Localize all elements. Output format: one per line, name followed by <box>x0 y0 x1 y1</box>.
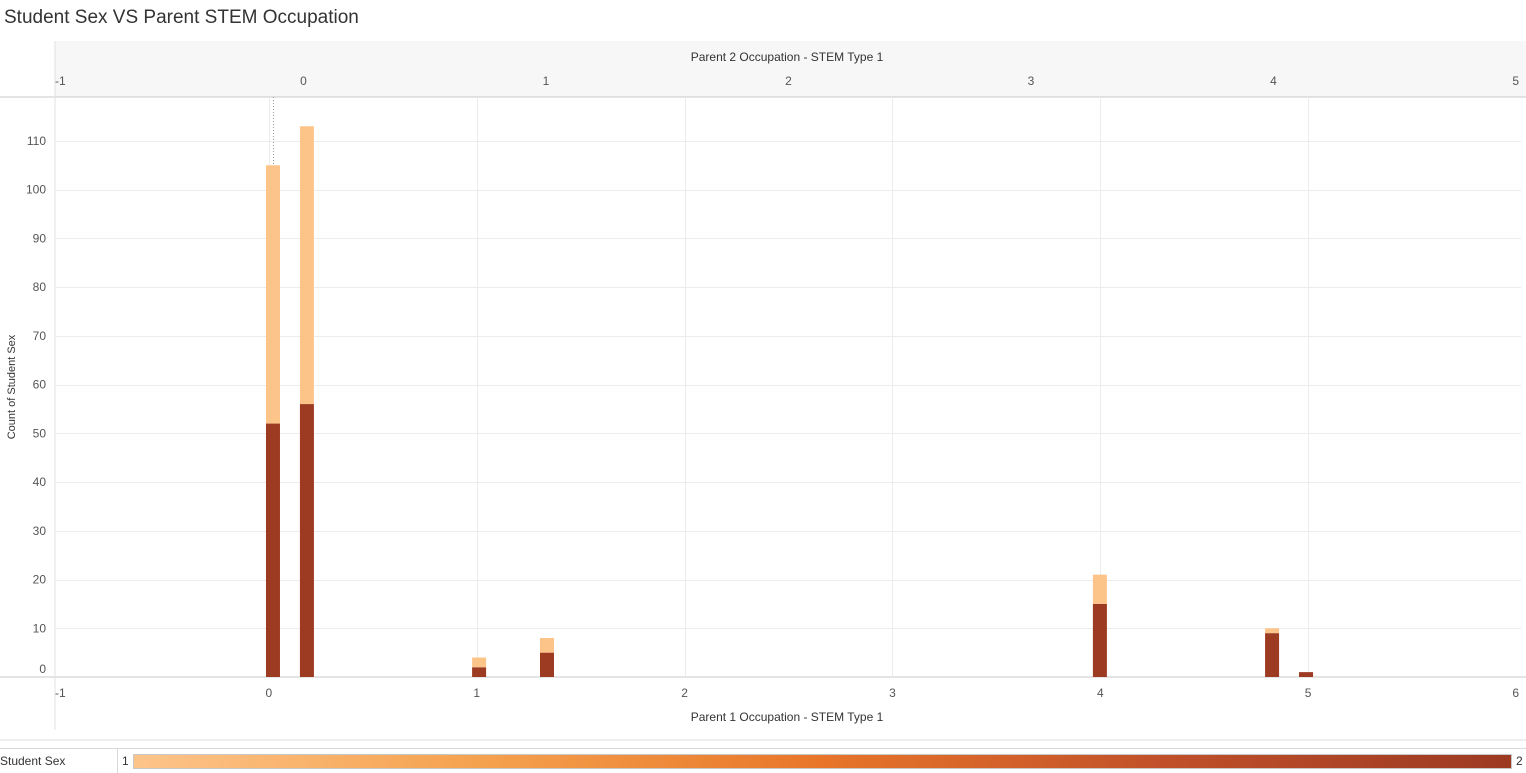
bottom-x-tick-label: 5 <box>1305 686 1312 700</box>
top-axis-band <box>55 41 1526 97</box>
y-tick-label: 80 <box>33 280 47 294</box>
y-tick-label: 60 <box>33 378 47 392</box>
bar-segment-sex-1 <box>472 657 487 668</box>
chart-title: Student Sex VS Parent STEM Occupation <box>4 7 359 28</box>
bar-segment-sex-1 <box>299 126 314 405</box>
bottom-x-tick-label: 0 <box>266 686 273 700</box>
legend-max-label: 2 <box>1516 754 1523 768</box>
bar-segment-sex-2 <box>1265 633 1280 677</box>
y-tick-label: 20 <box>33 573 47 587</box>
bar-segment-sex-1 <box>540 638 554 653</box>
y-axis-label: Count of Student Sex <box>6 334 18 439</box>
legend-label: Student Sex <box>0 754 66 768</box>
y-tick-label: 50 <box>33 426 47 440</box>
y-tick-label: 70 <box>33 329 47 343</box>
bar-segment-sex-2 <box>265 423 280 677</box>
bottom-x-tick-label: 4 <box>1097 686 1104 700</box>
top-x-tick-label: -1 <box>55 74 66 88</box>
legend-gradient-bar <box>133 754 1512 769</box>
top-x-tick-label: 5 <box>1512 74 1519 88</box>
bottom-x-tick-label: 2 <box>681 686 688 700</box>
bar-segment-sex-2 <box>472 667 487 677</box>
top-x-tick-label: 2 <box>785 74 792 88</box>
top-x-axis-label: Parent 2 Occupation - STEM Type 1 <box>691 50 884 64</box>
bar-segment-sex-2 <box>1299 672 1314 677</box>
legend-divider <box>117 749 118 773</box>
color-legend: Student Sex 1 2 <box>0 748 1526 773</box>
bottom-x-tick-label: -1 <box>55 686 66 700</box>
bar-segment-sex-1 <box>1092 574 1107 604</box>
y-tick-label: 90 <box>33 231 47 245</box>
bar-segment-sex-1 <box>1265 628 1280 634</box>
top-x-tick-label: 0 <box>300 74 307 88</box>
y-tick-label: 30 <box>33 524 47 538</box>
y-tick-label: 100 <box>26 183 46 197</box>
y-tick-label: 0 <box>39 662 46 676</box>
top-x-tick-label: 1 <box>543 74 550 88</box>
top-x-tick-label: 3 <box>1028 74 1035 88</box>
bar-segment-sex-1 <box>265 165 280 424</box>
bar-segment-sex-2 <box>299 404 314 677</box>
bottom-x-tick-label: 3 <box>889 686 896 700</box>
y-tick-label: 110 <box>27 134 46 148</box>
y-tick-label: 40 <box>33 475 47 489</box>
bottom-x-tick-label: 6 <box>1512 686 1519 700</box>
bar-segment-sex-2 <box>540 652 554 677</box>
bottom-x-axis-label: Parent 1 Occupation - STEM Type 1 <box>691 710 884 724</box>
bottom-x-tick-label: 1 <box>473 686 480 700</box>
y-tick-label: 10 <box>33 621 47 635</box>
bar-segment-sex-2 <box>1092 603 1107 677</box>
top-x-tick-label: 4 <box>1270 74 1277 88</box>
legend-min-label: 1 <box>122 754 129 768</box>
